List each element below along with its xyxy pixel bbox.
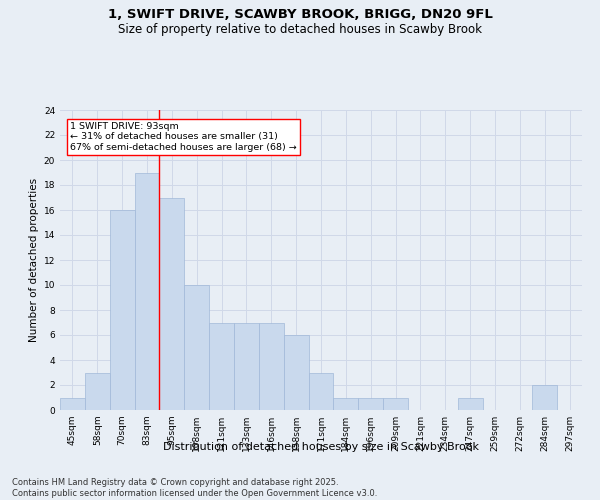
Bar — [110, 210, 134, 410]
Y-axis label: Number of detached properties: Number of detached properties — [29, 178, 40, 342]
Bar — [334, 398, 358, 410]
Bar — [160, 198, 184, 410]
Bar — [134, 172, 160, 410]
Bar — [60, 398, 85, 410]
Bar — [209, 322, 234, 410]
Text: 1, SWIFT DRIVE, SCAWBY BROOK, BRIGG, DN20 9FL: 1, SWIFT DRIVE, SCAWBY BROOK, BRIGG, DN2… — [107, 8, 493, 20]
Bar — [458, 398, 482, 410]
Text: Contains HM Land Registry data © Crown copyright and database right 2025.
Contai: Contains HM Land Registry data © Crown c… — [12, 478, 377, 498]
Bar — [358, 398, 383, 410]
Bar — [383, 398, 408, 410]
Bar — [85, 372, 110, 410]
Bar — [308, 372, 334, 410]
Bar — [259, 322, 284, 410]
Bar — [284, 335, 308, 410]
Text: 1 SWIFT DRIVE: 93sqm
← 31% of detached houses are smaller (31)
67% of semi-detac: 1 SWIFT DRIVE: 93sqm ← 31% of detached h… — [70, 122, 297, 152]
Bar — [234, 322, 259, 410]
Bar — [532, 385, 557, 410]
Bar — [184, 285, 209, 410]
Text: Distribution of detached houses by size in Scawby Brook: Distribution of detached houses by size … — [163, 442, 479, 452]
Text: Size of property relative to detached houses in Scawby Brook: Size of property relative to detached ho… — [118, 22, 482, 36]
